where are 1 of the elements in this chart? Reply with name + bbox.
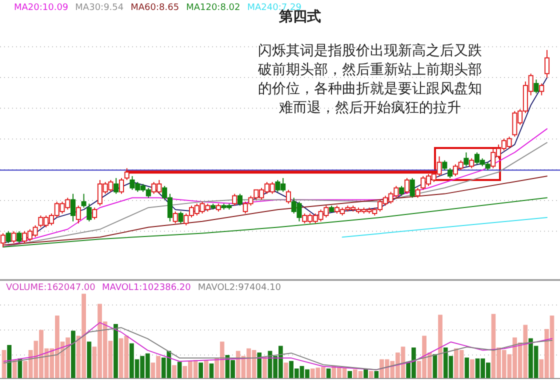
annotation: 闪烁其词是指股价出现新高之后又跌破前期头部，然后重新站上前期头部的价位，各种曲折就是要让跟风盘知难而退，然后开始疯狂的拉升 bbox=[257, 43, 482, 116]
